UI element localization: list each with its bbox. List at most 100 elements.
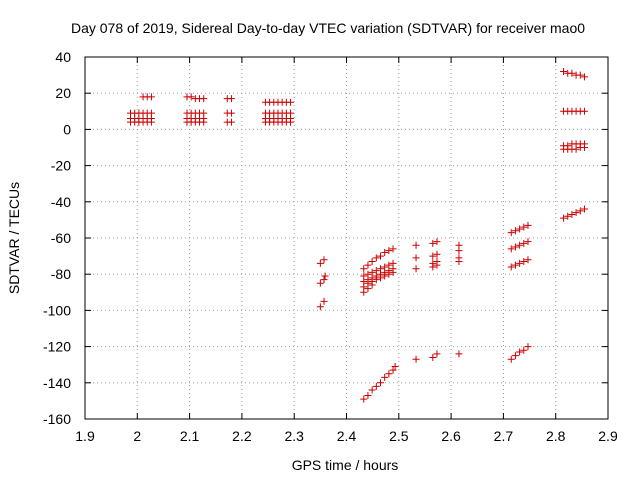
data-point	[524, 343, 532, 351]
data-point	[412, 241, 420, 249]
data-point	[360, 265, 368, 273]
data-point	[412, 254, 420, 262]
data-point	[433, 350, 441, 358]
data-point	[321, 272, 329, 280]
data-point	[572, 145, 580, 153]
data-point	[385, 270, 393, 278]
data-point	[516, 241, 524, 249]
data-point	[580, 205, 588, 213]
data-point	[560, 67, 568, 75]
data-point	[576, 207, 584, 215]
data-point	[511, 243, 519, 251]
x-tick-label: 2.5	[389, 428, 409, 444]
y-tick-label: -20	[51, 158, 71, 174]
data-point	[147, 93, 155, 101]
data-point	[564, 212, 572, 220]
y-tick-label: 40	[55, 49, 71, 65]
data-point	[433, 261, 441, 269]
data-point	[391, 363, 399, 371]
data-point	[200, 118, 208, 126]
data-point	[524, 221, 532, 229]
x-tick-labels: 1.9 2 2.1 2.2 2.3 2.4 2.5 2.6 2.7 2.8 2.9	[75, 428, 618, 444]
data-point	[364, 391, 372, 399]
data-point	[389, 268, 397, 276]
x-tick-label: 2.6	[441, 428, 461, 444]
data-point	[316, 259, 324, 267]
data-point	[507, 229, 515, 237]
data-point	[507, 245, 515, 253]
y-tick-label: 20	[55, 85, 71, 101]
data-point	[376, 252, 384, 260]
data-point	[320, 256, 328, 264]
data-point	[389, 245, 397, 253]
data-point	[455, 258, 463, 266]
data-point	[455, 247, 463, 255]
data-point	[524, 238, 532, 246]
data-point	[316, 279, 324, 287]
data-point	[580, 73, 588, 81]
x-tick-label: 2.4	[337, 428, 357, 444]
data-point	[364, 261, 372, 269]
x-tick-label: 2.3	[284, 428, 304, 444]
data-point	[381, 248, 389, 256]
data-point	[372, 254, 380, 262]
ticks	[84, 56, 609, 420]
data-point	[568, 69, 576, 77]
data-point	[560, 214, 568, 222]
data-point	[227, 95, 235, 103]
x-tick-label: 2.7	[494, 428, 514, 444]
data-point	[385, 370, 393, 378]
data-point	[287, 118, 295, 126]
data-point	[520, 258, 528, 266]
y-tick-label: -100	[43, 302, 71, 318]
data-point	[187, 93, 195, 101]
data-point	[511, 261, 519, 269]
y-tick-label: -120	[43, 339, 71, 355]
data-point	[200, 95, 208, 103]
y-tick-label: -60	[51, 230, 71, 246]
data-point	[360, 395, 368, 403]
y-tick-label: 0	[63, 121, 71, 137]
x-tick-label: 1.9	[75, 428, 95, 444]
data-point	[511, 227, 519, 235]
data-point	[316, 303, 324, 311]
y-tick-label: -140	[43, 375, 71, 391]
data-point	[381, 373, 389, 381]
x-tick-label: 2.9	[598, 428, 618, 444]
data-point	[433, 250, 441, 258]
data-point	[429, 263, 437, 271]
data-point	[389, 366, 397, 374]
data-point	[429, 353, 437, 361]
x-tick-label: 2.2	[232, 428, 252, 444]
y-tick-label: -40	[51, 194, 71, 210]
data-point	[412, 265, 420, 273]
data-point	[381, 272, 389, 280]
data-point	[287, 98, 295, 106]
data-point	[455, 350, 463, 358]
data-point	[511, 352, 519, 360]
data-point	[376, 274, 384, 282]
data-point	[364, 285, 372, 293]
data-point	[429, 252, 437, 260]
data-point	[507, 355, 515, 363]
grid	[85, 57, 608, 419]
x-axis-label: GPS time / hours	[292, 457, 399, 473]
x-tick-label: 2	[133, 428, 141, 444]
y-tick-label: -160	[43, 411, 71, 427]
x-tick-label: 2.1	[180, 428, 200, 444]
data-point	[516, 259, 524, 267]
y-axis-label: SDTVAR / TECUs	[6, 182, 22, 294]
data-point	[368, 258, 376, 266]
data-point	[568, 210, 576, 218]
data-points	[127, 67, 588, 403]
data-point	[320, 276, 328, 284]
y-tick-label: -80	[51, 266, 71, 282]
data-point	[576, 71, 584, 79]
data-point	[433, 238, 441, 246]
data-point	[385, 247, 393, 255]
data-point	[516, 225, 524, 233]
data-point	[520, 223, 528, 231]
data-point	[429, 239, 437, 247]
data-point	[412, 355, 420, 363]
